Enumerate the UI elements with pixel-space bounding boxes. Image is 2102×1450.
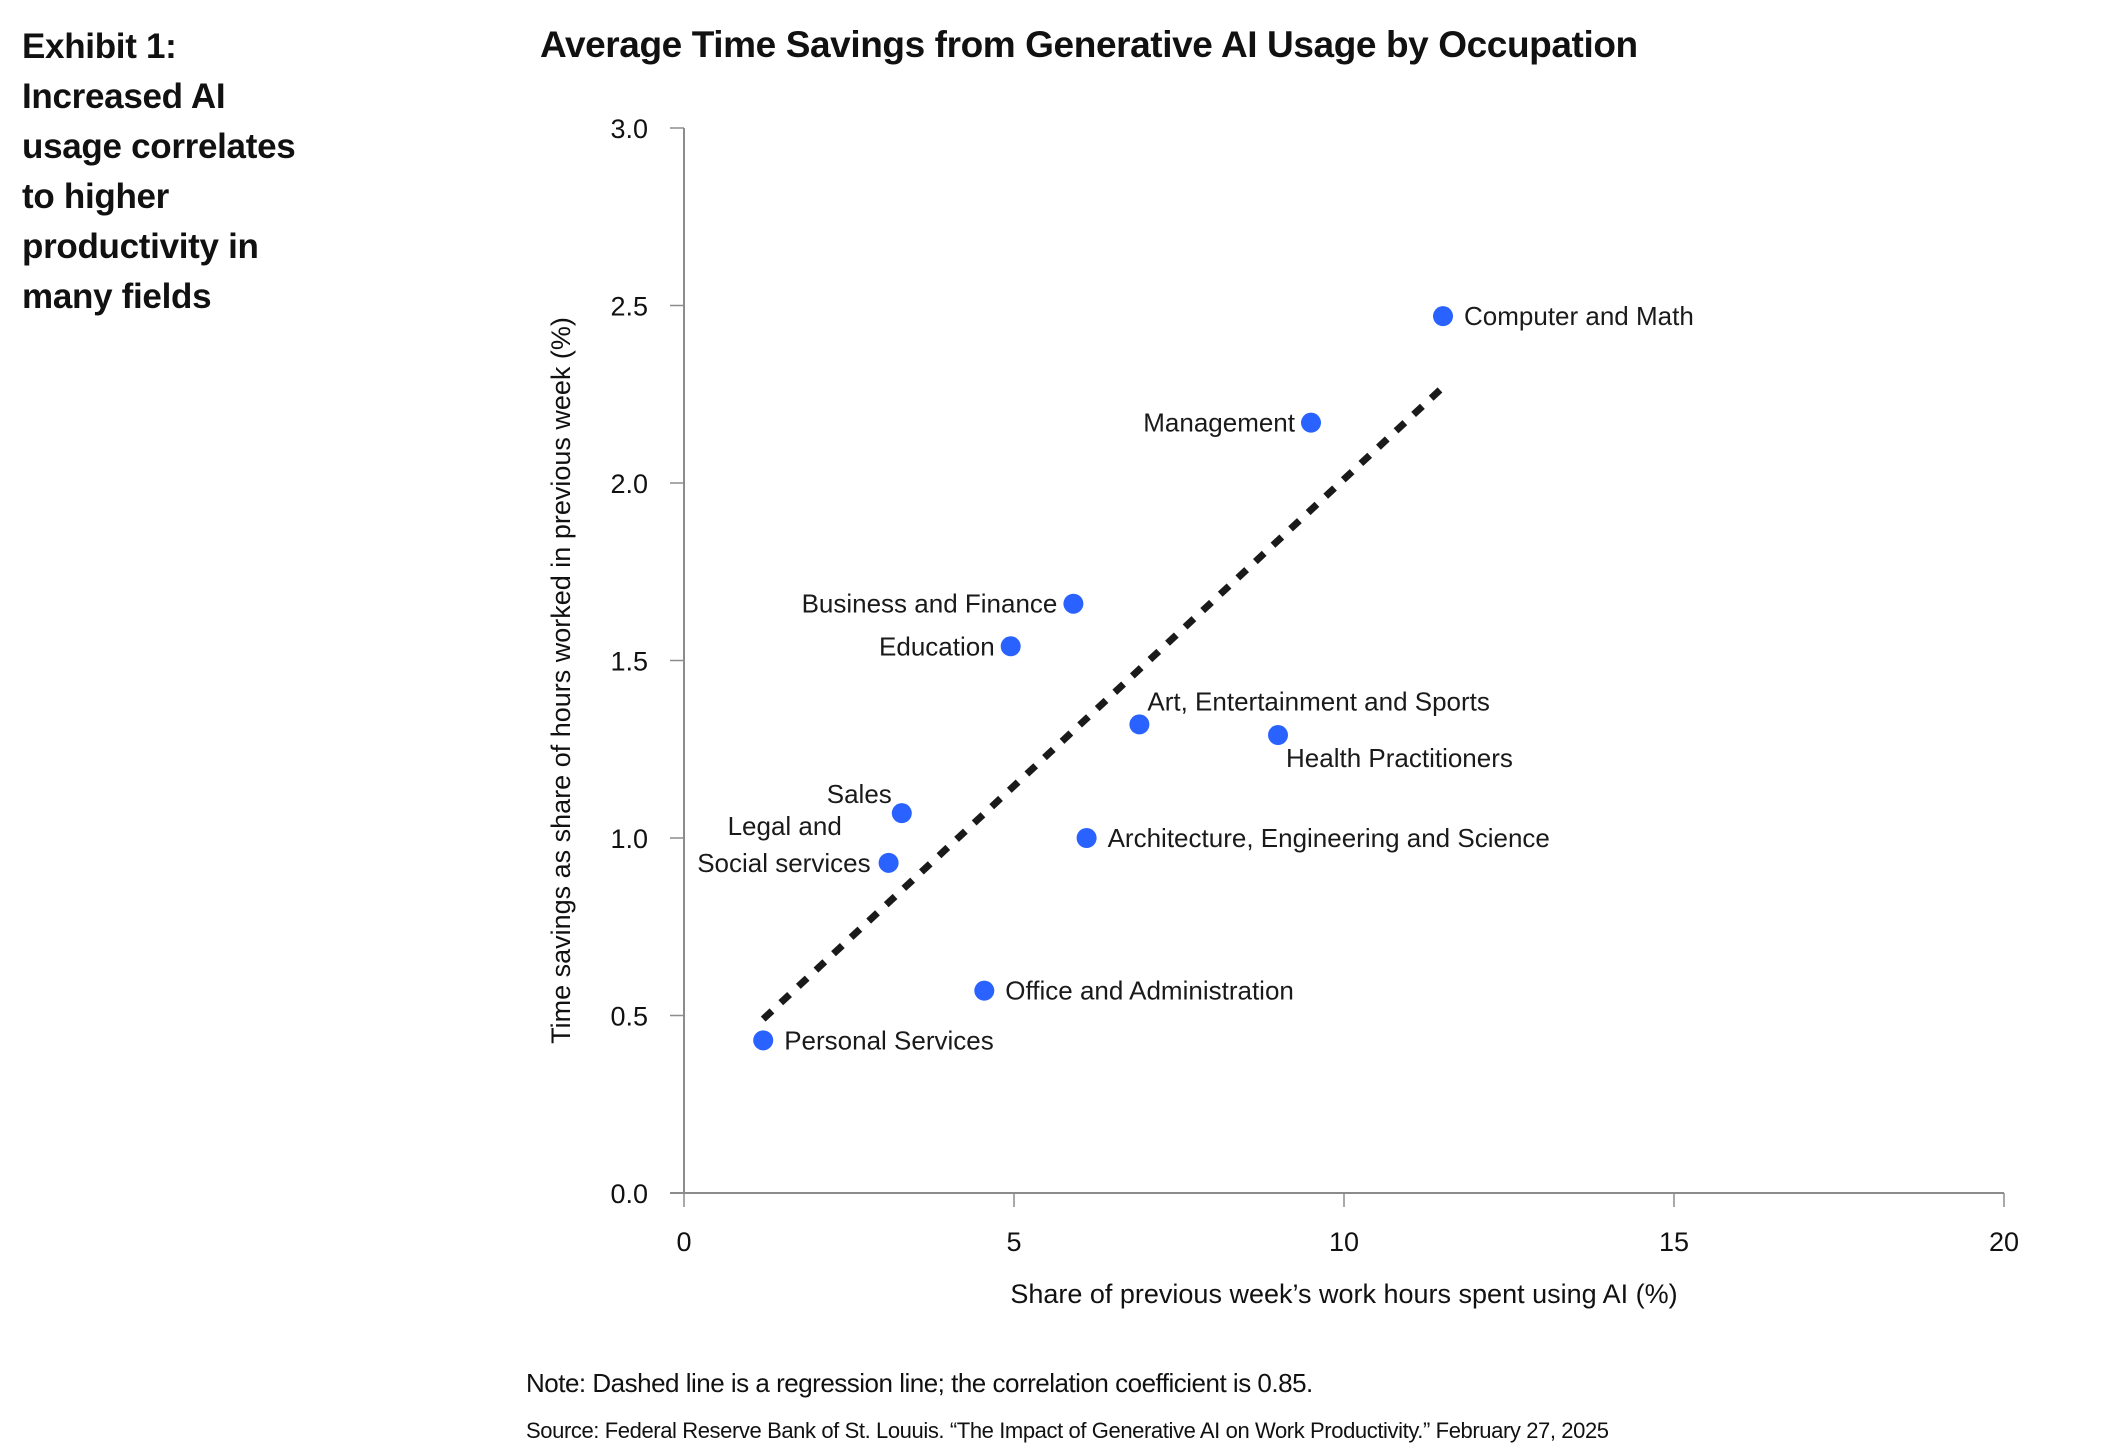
data-point [974, 980, 995, 1001]
y-axis-title: Time savings as share of hours worked in… [546, 317, 576, 1044]
exhibit-line: productivity in [22, 227, 259, 266]
exhibit-line: Increased AI [22, 77, 226, 116]
x-tick-label: 20 [1989, 1227, 2019, 1257]
x-tick-label: 15 [1659, 1227, 1689, 1257]
footnote: Note: Dashed line is a regression line; … [526, 1368, 1313, 1398]
axes: 0.0 0.5 1.0 1.5 2.0 2.5 3.0 0 5 10 15 20 [610, 114, 2019, 1257]
data-point [878, 852, 899, 873]
exhibit-heading: Exhibit 1: Increased AI usage correlates… [22, 22, 342, 322]
y-tick-label: 3.0 [610, 114, 648, 144]
point-label: Sales [827, 779, 892, 809]
point-label: Business and Finance [802, 589, 1058, 619]
point-label: Office and Administration [1005, 976, 1294, 1006]
data-point [1000, 636, 1021, 657]
x-tick-label: 10 [1329, 1227, 1359, 1257]
chart-title: Average Time Savings from Generative AI … [540, 24, 1638, 65]
regression-line [760, 384, 1446, 1022]
data-point [1129, 714, 1150, 735]
exhibit-line: usage correlates [22, 127, 296, 166]
data-point [891, 803, 912, 824]
data-point [1076, 828, 1097, 848]
exhibit-line: to higher [22, 177, 170, 216]
data-point [1301, 412, 1321, 433]
y-tick-label: 1.5 [610, 647, 648, 677]
point-label: Management [1143, 408, 1296, 438]
y-tick-label: 1.0 [610, 824, 648, 854]
source-citation: Source: Federal Reserve Bank of St. Louu… [526, 1418, 1609, 1443]
regression-layer [760, 384, 1446, 1022]
data-point [1433, 306, 1453, 327]
point-label: Art, Entertainment and Sports [1147, 686, 1490, 716]
exhibit-line: Exhibit 1: [22, 27, 177, 66]
point-label: Health Practitioners [1286, 743, 1513, 773]
points-layer: Computer and Math Management Business and … [697, 301, 1694, 1055]
exhibit-line: many fields [22, 277, 212, 316]
point-label: Personal Services [784, 1025, 994, 1055]
y-tick-label: 0.5 [610, 1002, 648, 1032]
y-tick-label: 2.0 [610, 469, 648, 499]
point-label: Legal and [728, 811, 842, 841]
data-point [1063, 593, 1084, 614]
y-tick-label: 2.5 [610, 292, 648, 322]
x-tick-label: 0 [676, 1227, 691, 1257]
point-label: Social services [697, 848, 870, 878]
x-tick-label: 5 [1006, 1227, 1021, 1257]
point-label: Education [879, 631, 995, 661]
data-point [753, 1030, 774, 1051]
point-label: Computer and Math [1464, 301, 1694, 331]
y-tick-label: 0.0 [610, 1179, 648, 1209]
x-axis-title: Share of previous week’s work hours spen… [1010, 1279, 1677, 1309]
data-point [1268, 725, 1288, 746]
point-label: Architecture, Engineering and Science [1108, 823, 1550, 853]
